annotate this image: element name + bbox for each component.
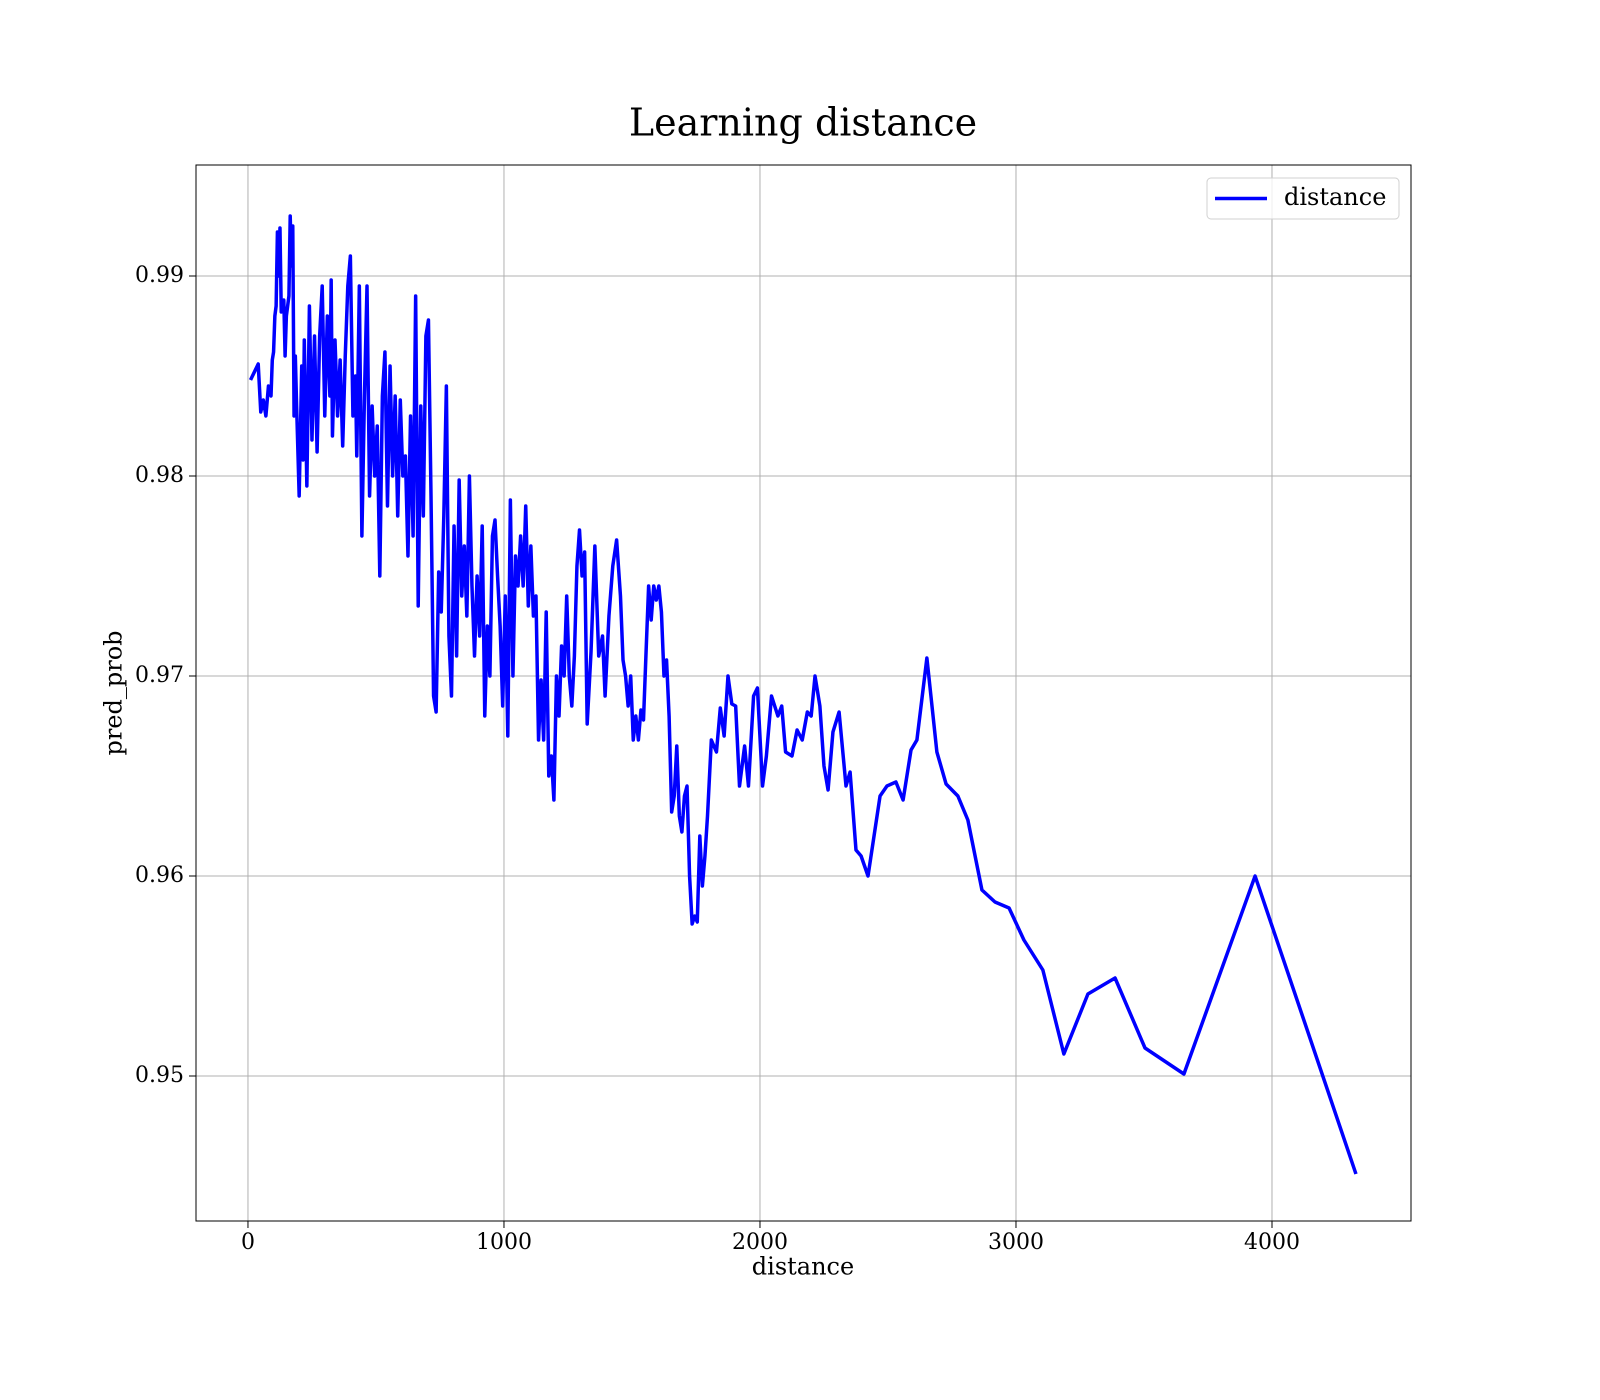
x-tick-label: 3000 bbox=[988, 1230, 1044, 1255]
y-tick-label: 0.97 bbox=[135, 663, 184, 688]
y-tick-label: 0.99 bbox=[135, 263, 184, 288]
data-line bbox=[248, 214, 1358, 1175]
x-axis-label: distance bbox=[752, 1253, 854, 1281]
y-axis-label: pred_prob bbox=[100, 630, 128, 755]
y-tick-label: 0.95 bbox=[135, 1063, 184, 1088]
plot-frame bbox=[195, 164, 1412, 1222]
y-tick-label: 0.96 bbox=[135, 863, 184, 888]
x-tick-label: 4000 bbox=[1244, 1230, 1300, 1255]
x-tick-label: 1000 bbox=[476, 1230, 532, 1255]
y-tick-label: 0.98 bbox=[135, 463, 184, 488]
legend-label: distance bbox=[1284, 183, 1386, 211]
chart-title: Learning distance bbox=[629, 101, 977, 145]
x-tick-label: 2000 bbox=[732, 1230, 788, 1255]
legend-box bbox=[1206, 177, 1400, 220]
x-tick-label: 0 bbox=[241, 1230, 255, 1255]
